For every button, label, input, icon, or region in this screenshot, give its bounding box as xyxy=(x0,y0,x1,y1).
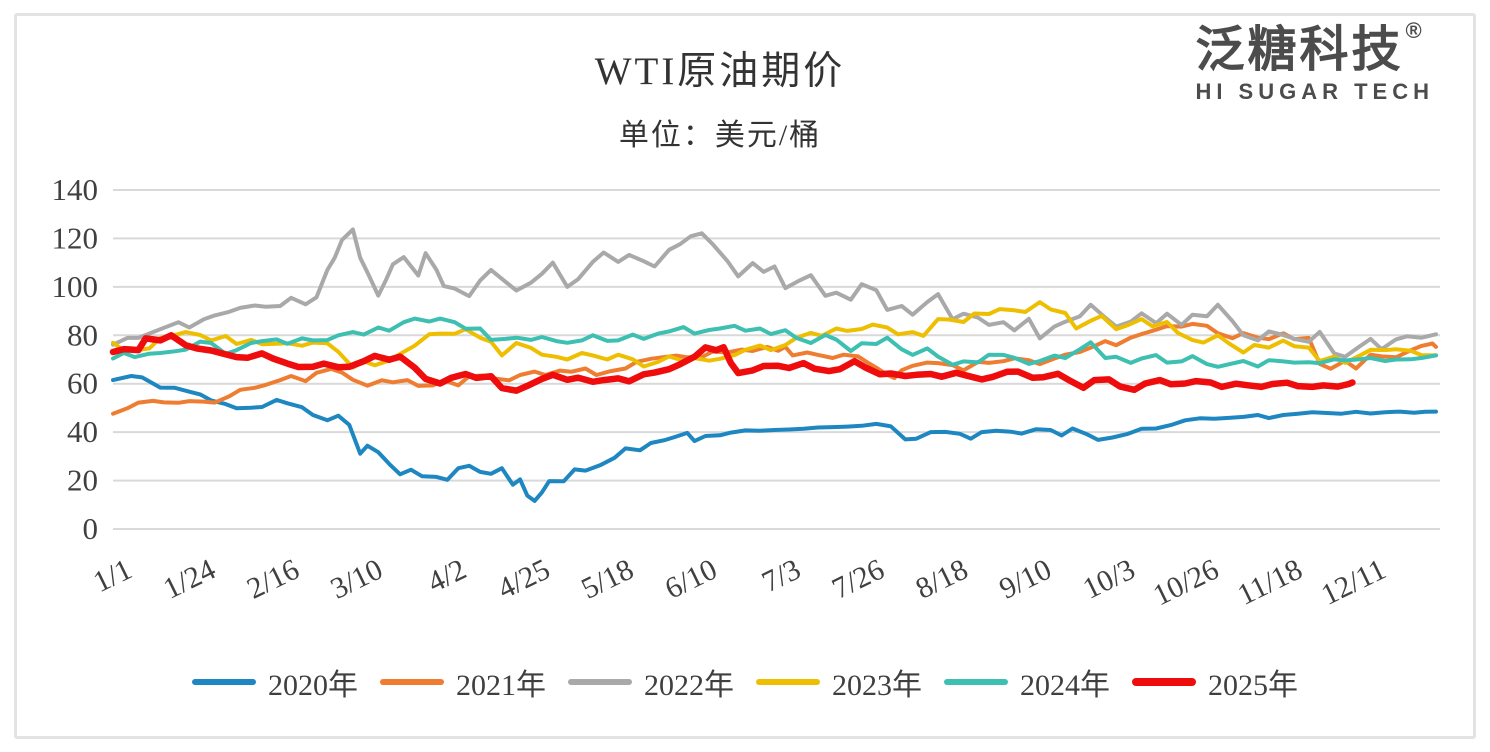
series-line-2025年 xyxy=(109,332,1356,394)
x-axis-label-4/2: 4/2 xyxy=(423,553,472,599)
company-logo: 泛糖科技® HI SUGAR TECH xyxy=(1195,20,1434,103)
y-axis-label-60: 60 xyxy=(67,366,98,401)
x-axis-label-10/3: 10/3 xyxy=(1078,553,1140,606)
legend-label-2020年: 2020年 xyxy=(268,669,358,702)
logo-tagline: HI SUGAR TECH xyxy=(1195,79,1434,104)
registered-trademark-icon: ® xyxy=(1405,18,1422,43)
x-axis-label-11/18: 11/18 xyxy=(1233,553,1308,612)
series-line-2022年 xyxy=(111,227,1438,359)
legend-swatch-2020年 xyxy=(192,679,256,685)
x-axis-label-12/11: 12/11 xyxy=(1316,553,1391,612)
legend-item-2020年: 2020年 xyxy=(192,660,358,704)
x-axis-label-6/10: 6/10 xyxy=(660,553,722,606)
x-axis-label-10/26: 10/26 xyxy=(1148,553,1224,613)
y-axis-label-100: 100 xyxy=(52,269,99,304)
x-axis-label-8/18: 8/18 xyxy=(911,553,973,606)
y-axis-label-120: 120 xyxy=(52,220,99,255)
x-axis-label-1/24: 1/24 xyxy=(158,553,220,606)
x-axis-label-3/10: 3/10 xyxy=(325,553,387,606)
legend-label-2023年: 2023年 xyxy=(832,669,922,702)
logo-text: 泛糖科技 xyxy=(1195,23,1404,77)
y-axis-label-20: 20 xyxy=(67,463,98,498)
x-axis-label-4/25: 4/25 xyxy=(493,553,555,606)
series-line-2021年 xyxy=(111,321,1438,416)
legend-item-2021年: 2021年 xyxy=(380,660,546,704)
x-axis-label-1/1: 1/1 xyxy=(88,553,137,599)
series-line-2023年 xyxy=(111,300,1438,370)
y-axis-label-0: 0 xyxy=(83,511,99,546)
legend-swatch-2023年 xyxy=(756,679,820,685)
legend-item-2025年: 2025年 xyxy=(1132,660,1298,704)
legend-swatch-2021年 xyxy=(380,679,444,685)
legend-label-2025年: 2025年 xyxy=(1208,669,1298,702)
x-axis-label-7/26: 7/26 xyxy=(827,553,889,606)
chart-legend: 2020年 2021年 2022年 2023年 2024年 2025年 xyxy=(0,660,1490,704)
legend-item-2023年: 2023年 xyxy=(756,660,922,704)
legend-swatch-2025年 xyxy=(1132,678,1196,686)
legend-swatch-2022年 xyxy=(568,679,632,685)
chart-unit-subtitle: 单位：美元/桶 xyxy=(618,119,822,152)
y-axis-label-80: 80 xyxy=(67,317,98,352)
y-axis-label-140: 140 xyxy=(52,172,99,207)
series-line-2020年 xyxy=(111,374,1438,503)
chart-title: WTI原油期价 xyxy=(594,50,846,93)
x-axis-label-2/16: 2/16 xyxy=(242,553,304,606)
legend-item-2024年: 2024年 xyxy=(944,660,1110,704)
legend-label-2022年: 2022年 xyxy=(644,669,734,702)
series-line-2024年 xyxy=(111,316,1438,369)
x-axis-label-9/10: 9/10 xyxy=(994,553,1056,606)
legend-label-2021年: 2021年 xyxy=(456,669,546,702)
legend-item-2022年: 2022年 xyxy=(568,660,734,704)
chart-header: WTI原油期价 单位：美元/桶 xyxy=(0,40,1440,154)
x-axis-label-7/3: 7/3 xyxy=(757,553,806,599)
y-axis-label-40: 40 xyxy=(67,414,98,449)
legend-label-2024年: 2024年 xyxy=(1020,669,1110,702)
legend-swatch-2024年 xyxy=(944,679,1008,685)
x-axis-label-5/18: 5/18 xyxy=(576,553,638,606)
